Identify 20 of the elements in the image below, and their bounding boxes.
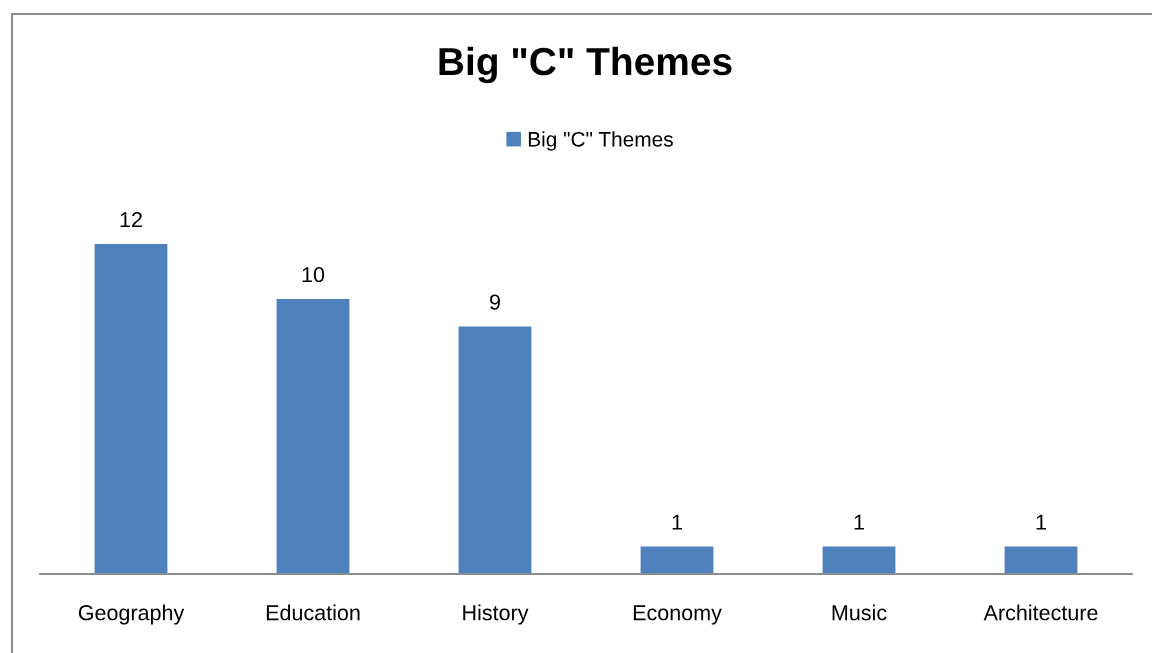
data-label: 9 — [490, 294, 500, 310]
bar — [822, 546, 896, 574]
data-label: 1 — [854, 514, 864, 530]
x-tick-label: Economy — [633, 605, 722, 625]
data-label: 1 — [1036, 514, 1046, 530]
legend-label: Big "C" Themes — [528, 131, 673, 151]
chart-title: Big "C" Themes — [439, 46, 732, 84]
data-label: 12 — [120, 212, 142, 228]
x-tick-label: Geography — [78, 604, 185, 625]
bar — [276, 299, 350, 574]
x-tick-label: Architecture — [983, 604, 1098, 621]
x-tick-label: Music — [832, 604, 887, 621]
bar — [640, 546, 714, 574]
data-label: 10 — [302, 267, 325, 283]
data-label: 1 — [672, 514, 682, 530]
x-tick-label: History — [463, 604, 529, 625]
bar — [458, 326, 532, 574]
bar — [1004, 546, 1078, 574]
x-tick-label: Education — [266, 604, 360, 621]
bar — [94, 244, 168, 574]
